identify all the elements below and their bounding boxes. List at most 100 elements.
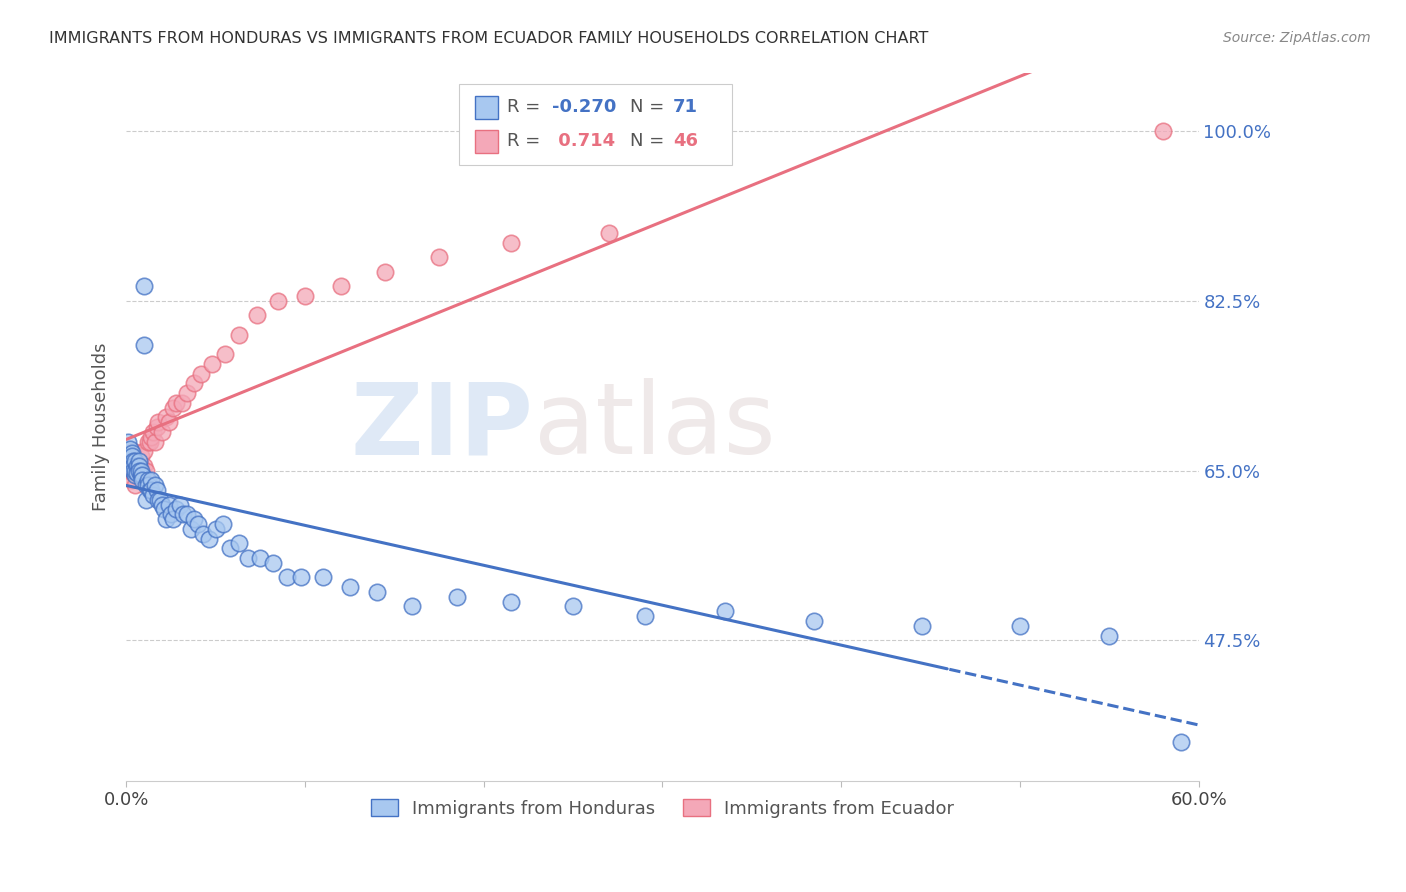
Point bbox=[499, 594, 522, 608]
Point bbox=[142, 425, 165, 439]
Point bbox=[134, 444, 156, 458]
Point bbox=[129, 449, 152, 463]
Point bbox=[136, 434, 159, 449]
Point bbox=[129, 464, 152, 478]
Point bbox=[598, 226, 620, 240]
Point bbox=[117, 434, 139, 449]
Text: IMMIGRANTS FROM HONDURAS VS IMMIGRANTS FROM ECUADOR FAMILY HOUSEHOLDS CORRELATIO: IMMIGRANTS FROM HONDURAS VS IMMIGRANTS F… bbox=[49, 31, 928, 46]
Point bbox=[136, 473, 159, 487]
Point bbox=[214, 347, 236, 361]
Point bbox=[427, 250, 450, 264]
Text: -0.270: -0.270 bbox=[553, 98, 616, 116]
Point bbox=[228, 536, 250, 550]
Point bbox=[339, 580, 361, 594]
Text: 71: 71 bbox=[673, 98, 699, 116]
Point bbox=[562, 599, 585, 614]
Point bbox=[118, 442, 141, 457]
Point bbox=[249, 550, 271, 565]
Point bbox=[165, 396, 187, 410]
Point bbox=[122, 444, 145, 458]
Point bbox=[142, 488, 165, 502]
Point bbox=[134, 458, 156, 473]
Text: R =: R = bbox=[508, 132, 546, 151]
Point bbox=[121, 458, 143, 473]
Point bbox=[149, 492, 172, 507]
Point bbox=[145, 420, 167, 434]
Point bbox=[165, 502, 187, 516]
Point bbox=[366, 585, 388, 599]
Text: R =: R = bbox=[508, 98, 546, 116]
Point bbox=[128, 458, 150, 473]
FancyBboxPatch shape bbox=[475, 95, 498, 119]
Point bbox=[125, 454, 148, 468]
Point bbox=[150, 425, 173, 439]
Point bbox=[143, 434, 166, 449]
Point bbox=[246, 309, 269, 323]
Point bbox=[329, 279, 352, 293]
Point bbox=[169, 498, 191, 512]
Point bbox=[201, 357, 224, 371]
Point bbox=[1008, 619, 1031, 633]
Point bbox=[228, 327, 250, 342]
Point bbox=[129, 458, 152, 473]
Point bbox=[290, 570, 312, 584]
Point bbox=[148, 415, 170, 429]
FancyBboxPatch shape bbox=[475, 130, 498, 153]
Point bbox=[129, 468, 152, 483]
Point bbox=[633, 609, 655, 624]
Point bbox=[141, 430, 163, 444]
Point bbox=[125, 466, 148, 480]
Point bbox=[124, 478, 146, 492]
Point bbox=[131, 468, 153, 483]
Point bbox=[910, 619, 932, 633]
Point bbox=[294, 289, 316, 303]
Point bbox=[124, 454, 146, 468]
Text: 0.714: 0.714 bbox=[553, 132, 616, 151]
Point bbox=[125, 458, 148, 473]
Point bbox=[125, 468, 148, 483]
Point bbox=[162, 401, 184, 415]
Point bbox=[499, 235, 522, 250]
Point bbox=[401, 599, 423, 614]
Point bbox=[150, 498, 173, 512]
Point bbox=[141, 483, 163, 497]
Point bbox=[124, 454, 146, 468]
Point bbox=[714, 604, 737, 618]
Point bbox=[157, 415, 180, 429]
Point bbox=[124, 464, 146, 478]
Point bbox=[176, 508, 198, 522]
Point bbox=[155, 410, 177, 425]
Point bbox=[191, 526, 214, 541]
Point bbox=[267, 293, 290, 308]
Point bbox=[173, 508, 195, 522]
Point bbox=[211, 516, 233, 531]
Legend: Immigrants from Honduras, Immigrants from Ecuador: Immigrants from Honduras, Immigrants fro… bbox=[364, 792, 962, 825]
Point bbox=[143, 478, 166, 492]
Point bbox=[121, 446, 143, 460]
Point bbox=[145, 483, 167, 497]
Y-axis label: Family Households: Family Households bbox=[93, 343, 110, 511]
Text: N =: N = bbox=[630, 98, 671, 116]
Point bbox=[446, 590, 468, 604]
Point bbox=[374, 265, 396, 279]
Point bbox=[190, 367, 212, 381]
Point bbox=[1152, 124, 1174, 138]
Point bbox=[148, 492, 170, 507]
Point bbox=[262, 556, 284, 570]
Point bbox=[135, 492, 157, 507]
Point bbox=[134, 279, 156, 293]
Point bbox=[153, 502, 176, 516]
Point bbox=[134, 337, 156, 351]
Text: atlas: atlas bbox=[534, 378, 776, 475]
Point bbox=[136, 478, 159, 492]
Point bbox=[124, 468, 146, 483]
Point bbox=[803, 614, 825, 628]
Point bbox=[236, 550, 259, 565]
Point bbox=[141, 473, 163, 487]
Point bbox=[128, 454, 150, 468]
Point bbox=[117, 454, 139, 468]
Point bbox=[122, 454, 145, 468]
Point bbox=[312, 570, 335, 584]
Point bbox=[1098, 628, 1121, 642]
Point bbox=[1170, 735, 1192, 749]
